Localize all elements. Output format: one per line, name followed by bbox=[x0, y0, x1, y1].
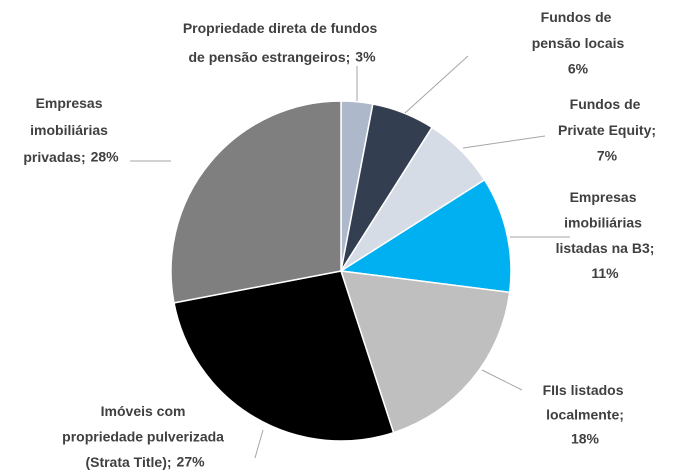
data-label-value: 28% bbox=[91, 149, 120, 165]
data-label-value: 27% bbox=[177, 454, 206, 470]
data-label-value: 7% bbox=[597, 148, 618, 164]
pie-slice bbox=[338, 178, 512, 294]
data-label: Empresas imobiliárias listadas na B3; bbox=[556, 189, 655, 256]
leader-line bbox=[254, 429, 264, 459]
data-label: Fundos de Private Equity; bbox=[558, 96, 656, 138]
leader-line bbox=[404, 55, 469, 114]
pie-slice bbox=[173, 270, 395, 442]
leader-line bbox=[462, 135, 546, 149]
data-label: Propriedade direta de fundos de pensão e… bbox=[183, 20, 381, 65]
leader-line bbox=[481, 369, 523, 391]
data-label-value: 11% bbox=[591, 265, 619, 281]
data-label-value: 3% bbox=[355, 49, 376, 65]
data-label: Empresas imobiliárias privadas; bbox=[23, 95, 111, 165]
data-label-value: 18% bbox=[571, 431, 600, 447]
data-label-value: 6% bbox=[568, 61, 589, 77]
pie-slice bbox=[170, 100, 342, 304]
data-label: Fundos de pensão locais bbox=[532, 9, 625, 51]
data-label: FIIs listados localmente; bbox=[543, 382, 628, 423]
pie-slice bbox=[339, 270, 511, 434]
data-label: Imóveis com propriedade pulverizada (Str… bbox=[62, 403, 228, 470]
